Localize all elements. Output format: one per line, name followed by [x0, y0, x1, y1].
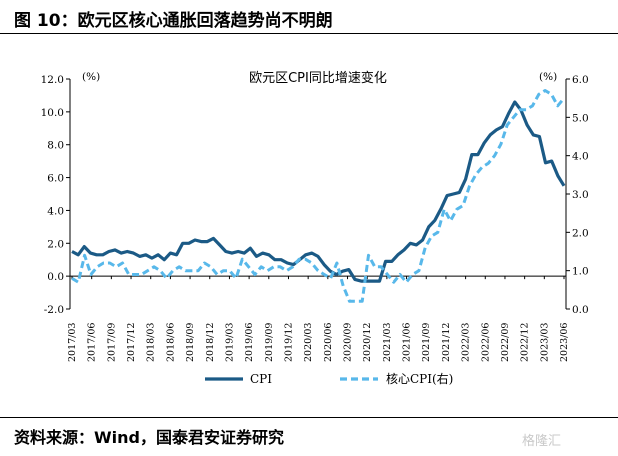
chart-axes: 12.0 10.0 8.0 6.0 4.0 2.0 0.0 -2.0 6.0 5.0 4.0 3.0 2… — [41, 74, 589, 362]
top-rule — [0, 33, 618, 34]
x-tick-label: 2021/06 — [402, 323, 413, 362]
chart-title: 欧元区CPI同比增速变化 — [249, 70, 387, 86]
x-tick-label: 2017/03 — [67, 323, 78, 362]
left-tick-label: 4.0 — [47, 205, 64, 217]
x-tick-label: 2023/06 — [559, 323, 570, 362]
right-tick-label: 1.0 — [572, 266, 589, 278]
core-cpi-series-line — [71, 89, 566, 303]
left-tick-label: 2.0 — [47, 238, 64, 250]
x-tick-label: 2018/09 — [185, 323, 196, 362]
source-note: 资料来源：Wind，国泰君安证券研究 — [14, 428, 284, 447]
left-tick-label: 6.0 — [47, 173, 64, 185]
left-tick-label: -2.0 — [44, 304, 64, 316]
right-axis-unit: (%) — [539, 71, 557, 83]
x-tick-label: 2018/12 — [205, 323, 216, 362]
x-tick-label: 2022/12 — [520, 323, 531, 362]
x-tick-label: 2020/12 — [362, 323, 373, 362]
right-tick-label: 6.0 — [572, 74, 589, 86]
left-axis-unit: (%) — [82, 71, 100, 83]
x-tick-label: 2020/03 — [303, 323, 314, 362]
x-tick-label: 2022/06 — [480, 323, 491, 362]
right-tick-label: 4.0 — [572, 151, 589, 163]
figure-title: 图 10：欧元区核心通胀回落趋势尚不明朗 — [14, 11, 333, 31]
bottom-rule — [0, 417, 618, 418]
left-tick-label: 8.0 — [47, 140, 64, 152]
x-tick-label: 2022/09 — [500, 323, 511, 362]
left-tick-label: 0.0 — [47, 271, 64, 283]
x-tick-label: 2020/09 — [343, 323, 354, 362]
chart-series — [71, 89, 566, 303]
x-tick-label: 2019/03 — [224, 323, 235, 362]
x-tick-label: 2017/09 — [106, 323, 117, 362]
left-tick-label: 10.0 — [41, 107, 64, 119]
cpi-series-line — [71, 100, 566, 283]
x-tick-label: 2019/12 — [283, 323, 294, 362]
x-tick-label: 2018/03 — [146, 323, 157, 362]
x-tick-label: 2021/09 — [421, 323, 432, 362]
x-tick-label: 2017/06 — [87, 323, 98, 362]
right-tick-label: 0.0 — [572, 304, 589, 316]
x-tick-label: 2019/09 — [264, 323, 275, 362]
chart-legend: CPI 核心CPI(右) — [205, 371, 453, 386]
left-tick-label: 12.0 — [41, 74, 64, 86]
x-tick-label: 2018/06 — [165, 323, 176, 362]
x-tick-label: 2021/03 — [382, 323, 393, 362]
cpi-legend-label: CPI — [250, 372, 272, 386]
right-tick-label: 3.0 — [572, 189, 589, 201]
x-tick-label: 2020/06 — [323, 323, 334, 362]
core-cpi-legend-label: 核心CPI(右) — [386, 371, 453, 386]
x-tick-label: 2022/03 — [461, 323, 472, 362]
x-tick-label: 2023/03 — [539, 323, 550, 362]
right-tick-label: 2.0 — [572, 227, 589, 239]
watermark: 格隆汇 — [522, 434, 562, 449]
x-tick-label: 2017/12 — [126, 323, 137, 362]
x-tick-label: 2019/06 — [244, 323, 255, 362]
right-tick-label: 5.0 — [572, 112, 589, 124]
x-tick-label: 2021/12 — [441, 323, 452, 362]
